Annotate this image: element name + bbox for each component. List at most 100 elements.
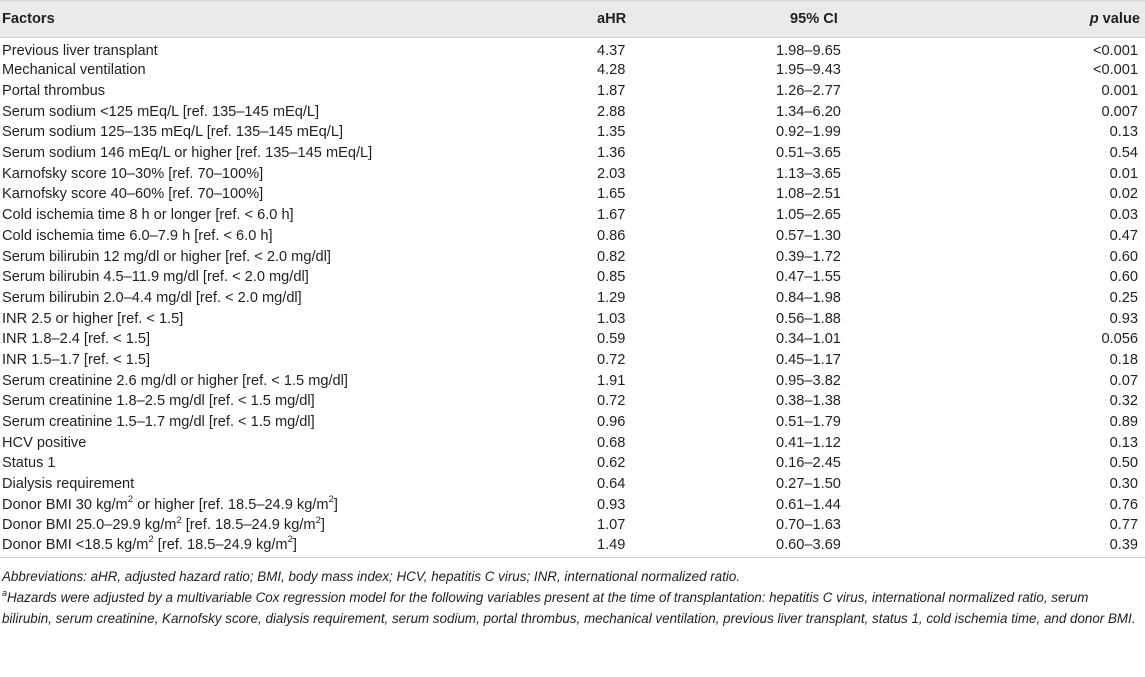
ci-cell: 1.98–9.65	[776, 43, 841, 59]
ahr-cell: 0.85	[597, 269, 626, 286]
factor-cell: Serum bilirubin 2.0–4.4 mg/dl [ref. < 2.…	[2, 289, 302, 306]
factor-cell: Serum sodium 146 mEq/L or higher [ref. 1…	[2, 145, 373, 162]
ci-cell: 0.47–1.55	[776, 269, 841, 286]
table-row: Serum sodium 125–135 mEq/L [ref. 135–145…	[0, 122, 1145, 143]
header-row: Factors aHR 95% CI p value	[0, 0, 1145, 38]
factor-cell: Dialysis requirement	[2, 476, 135, 493]
ahr-cell: 0.72	[597, 351, 626, 368]
table-row: Serum bilirubin 2.0–4.4 mg/dl [ref. < 2.…	[0, 288, 1145, 309]
ahr-cell: 0.59	[597, 331, 626, 348]
p-value-cell: 0.60	[1109, 248, 1138, 265]
superscript: 2	[328, 493, 334, 505]
ci-cell: 1.26–2.77	[776, 83, 841, 100]
ci-cell: 0.45–1.17	[776, 351, 841, 368]
ci-cell: 0.41–1.12	[776, 434, 841, 451]
factor-text: [ref. 18.5–24.9 kg/m	[153, 536, 288, 553]
ahr-cell: 2.03	[597, 165, 626, 182]
ahr-cell: 0.72	[597, 393, 626, 410]
p-value-cell: 0.13	[1109, 434, 1138, 451]
ci-cell: 0.51–1.79	[776, 414, 841, 431]
factor-cell: Serum bilirubin 4.5–11.9 mg/dl [ref. < 2…	[2, 269, 309, 286]
table-row: Dialysis requirement 0.64 0.27–1.50 0.30	[0, 474, 1145, 495]
p-value-cell: 0.93	[1109, 310, 1138, 327]
superscript: 2	[176, 514, 182, 526]
factor-text: or higher [ref. 18.5–24.9 kg/m	[133, 496, 329, 513]
p-value-cell: 0.25	[1109, 289, 1138, 306]
table-row: Cold ischemia time 8 h or longer [ref. <…	[0, 205, 1145, 226]
ahr-cell: 0.64	[597, 476, 626, 493]
ahr-cell: 0.82	[597, 248, 626, 265]
ahr-cell: 1.91	[597, 372, 626, 389]
header-p-rest: value	[1098, 11, 1140, 27]
factor-text: Donor BMI 25.0–29.9 kg/m	[2, 517, 177, 534]
ahr-cell: 0.96	[597, 414, 626, 431]
p-value-cell: 0.13	[1109, 124, 1138, 141]
factor-cell: INR 1.8–2.4 [ref. < 1.5]	[2, 331, 151, 348]
p-value-cell: 0.30	[1109, 476, 1138, 493]
ci-cell: 0.16–2.45	[776, 455, 841, 472]
p-value-cell: 0.056	[1101, 331, 1138, 348]
table-row: Donor BMI 30 kg/m 2 or higher [ref. 18.5–…	[0, 494, 1145, 515]
table-row: Status 1 0.62 0.16–2.45 0.50	[0, 453, 1145, 474]
factor-cell: Karnofsky score 40–60% [ref. 70–100%]	[2, 186, 264, 203]
ci-cell: 0.34–1.01	[776, 331, 841, 348]
ahr-cell: 0.68	[597, 434, 626, 451]
ci-cell: 1.34–6.20	[776, 103, 841, 120]
table-row: Donor BMI 25.0–29.9 kg/m2 [ref. 18.5–24.…	[0, 515, 1145, 536]
factor-text: ]	[333, 496, 338, 513]
factor-cell: Portal thrombus	[2, 83, 106, 100]
p-value-cell: <0.001	[1092, 43, 1138, 59]
table-row: HCV positive 0.68 0.41–1.12 0.13	[0, 432, 1145, 453]
ahr-cell: 1.29	[597, 289, 626, 306]
p-value-cell: 0.001	[1101, 83, 1138, 100]
table-header: Factors aHR 95% CI p value	[0, 0, 1145, 38]
ci-cell: 0.39–1.72	[776, 248, 841, 265]
ahr-cell: 1.87	[597, 83, 626, 100]
ahr-cell: 4.37	[597, 43, 626, 59]
factor-text: ]	[292, 536, 297, 553]
p-value-cell: 0.007	[1101, 103, 1138, 120]
table-row: Karnofsky score 10–30% [ref. 70–100%] 2.0…	[0, 163, 1145, 184]
superscript: 2	[287, 533, 293, 545]
table-row: INR 1.8–2.4 [ref. < 1.5] 0.59 0.34–1.01 0.0…	[0, 329, 1145, 350]
ahr-cell: 1.03	[597, 310, 626, 327]
ci-cell: 0.27–1.50	[776, 476, 841, 493]
table-row: Cold ischemia time 6.0–7.9 h [ref. < 6.0…	[0, 226, 1145, 247]
factor-text: ]	[320, 517, 325, 534]
ci-cell: 0.92–1.99	[776, 124, 841, 141]
p-value-cell: 0.18	[1109, 351, 1138, 368]
factor-text: Donor BMI 30 kg/m	[2, 496, 128, 513]
factor-cell: Serum sodium 125–135 mEq/L [ref. 135–145…	[2, 124, 343, 141]
table-body: Previous liver transplant 4.37 1.98–9.65 <0…	[0, 38, 1145, 558]
p-value-cell: 0.77	[1109, 517, 1138, 534]
hazard-ratio-table: Factors aHR 95% CI p value Previous live…	[0, 0, 1145, 558]
table-row: Serum creatinine 1.8–2.5 mg/dl [ref. < 1…	[0, 391, 1145, 412]
factor-cell: Previous liver transplant	[2, 43, 158, 59]
ci-cell: 0.70–1.63	[776, 517, 841, 534]
adjustment-note: aHazards were adjusted by a multivariabl…	[2, 587, 1142, 629]
factor-cell: Cold ischemia time 8 h or longer [ref. <…	[2, 207, 294, 224]
footnote-marker: a	[2, 588, 8, 599]
factor-cell: Donor BMI 30 kg/m 2 or higher [ref. 18.5–…	[0, 494, 490, 515]
factor-cell: Serum creatinine 1.8–2.5 mg/dl [ref. < 1…	[2, 393, 315, 410]
table-row: Mechanical ventilation 4.28 1.95–9.43 <0.00…	[0, 60, 1145, 81]
factor-cell: Serum creatinine 1.5–1.7 mg/dl [ref. < 1…	[2, 414, 315, 431]
header-ci: 95% CI	[670, 0, 935, 38]
ci-cell: 1.08–2.51	[776, 186, 841, 203]
table-row: INR 1.5–1.7 [ref. < 1.5] 0.72 0.45–1.17 0.1…	[0, 350, 1145, 371]
superscript: 2	[315, 514, 321, 526]
p-value-cell: 0.47	[1109, 227, 1138, 244]
factor-cell: Karnofsky score 10–30% [ref. 70–100%]	[2, 165, 264, 182]
factor-cell: Cold ischemia time 6.0–7.9 h [ref. < 6.0…	[2, 227, 273, 244]
factor-cell: Serum sodium <125 mEq/L [ref. 135–145 mE…	[2, 103, 320, 120]
ahr-cell: 4.28	[597, 62, 626, 79]
ahr-cell: 1.49	[597, 536, 626, 553]
factor-text: Donor BMI <18.5 kg/m	[2, 536, 149, 553]
header-ahr: aHR	[490, 0, 670, 38]
factor-cell: Status 1	[2, 455, 56, 472]
p-value-cell: 0.60	[1109, 269, 1138, 286]
ahr-cell: 0.62	[597, 455, 626, 472]
p-value-cell: 0.89	[1109, 414, 1138, 431]
factor-cell: HCV positive	[2, 434, 87, 451]
